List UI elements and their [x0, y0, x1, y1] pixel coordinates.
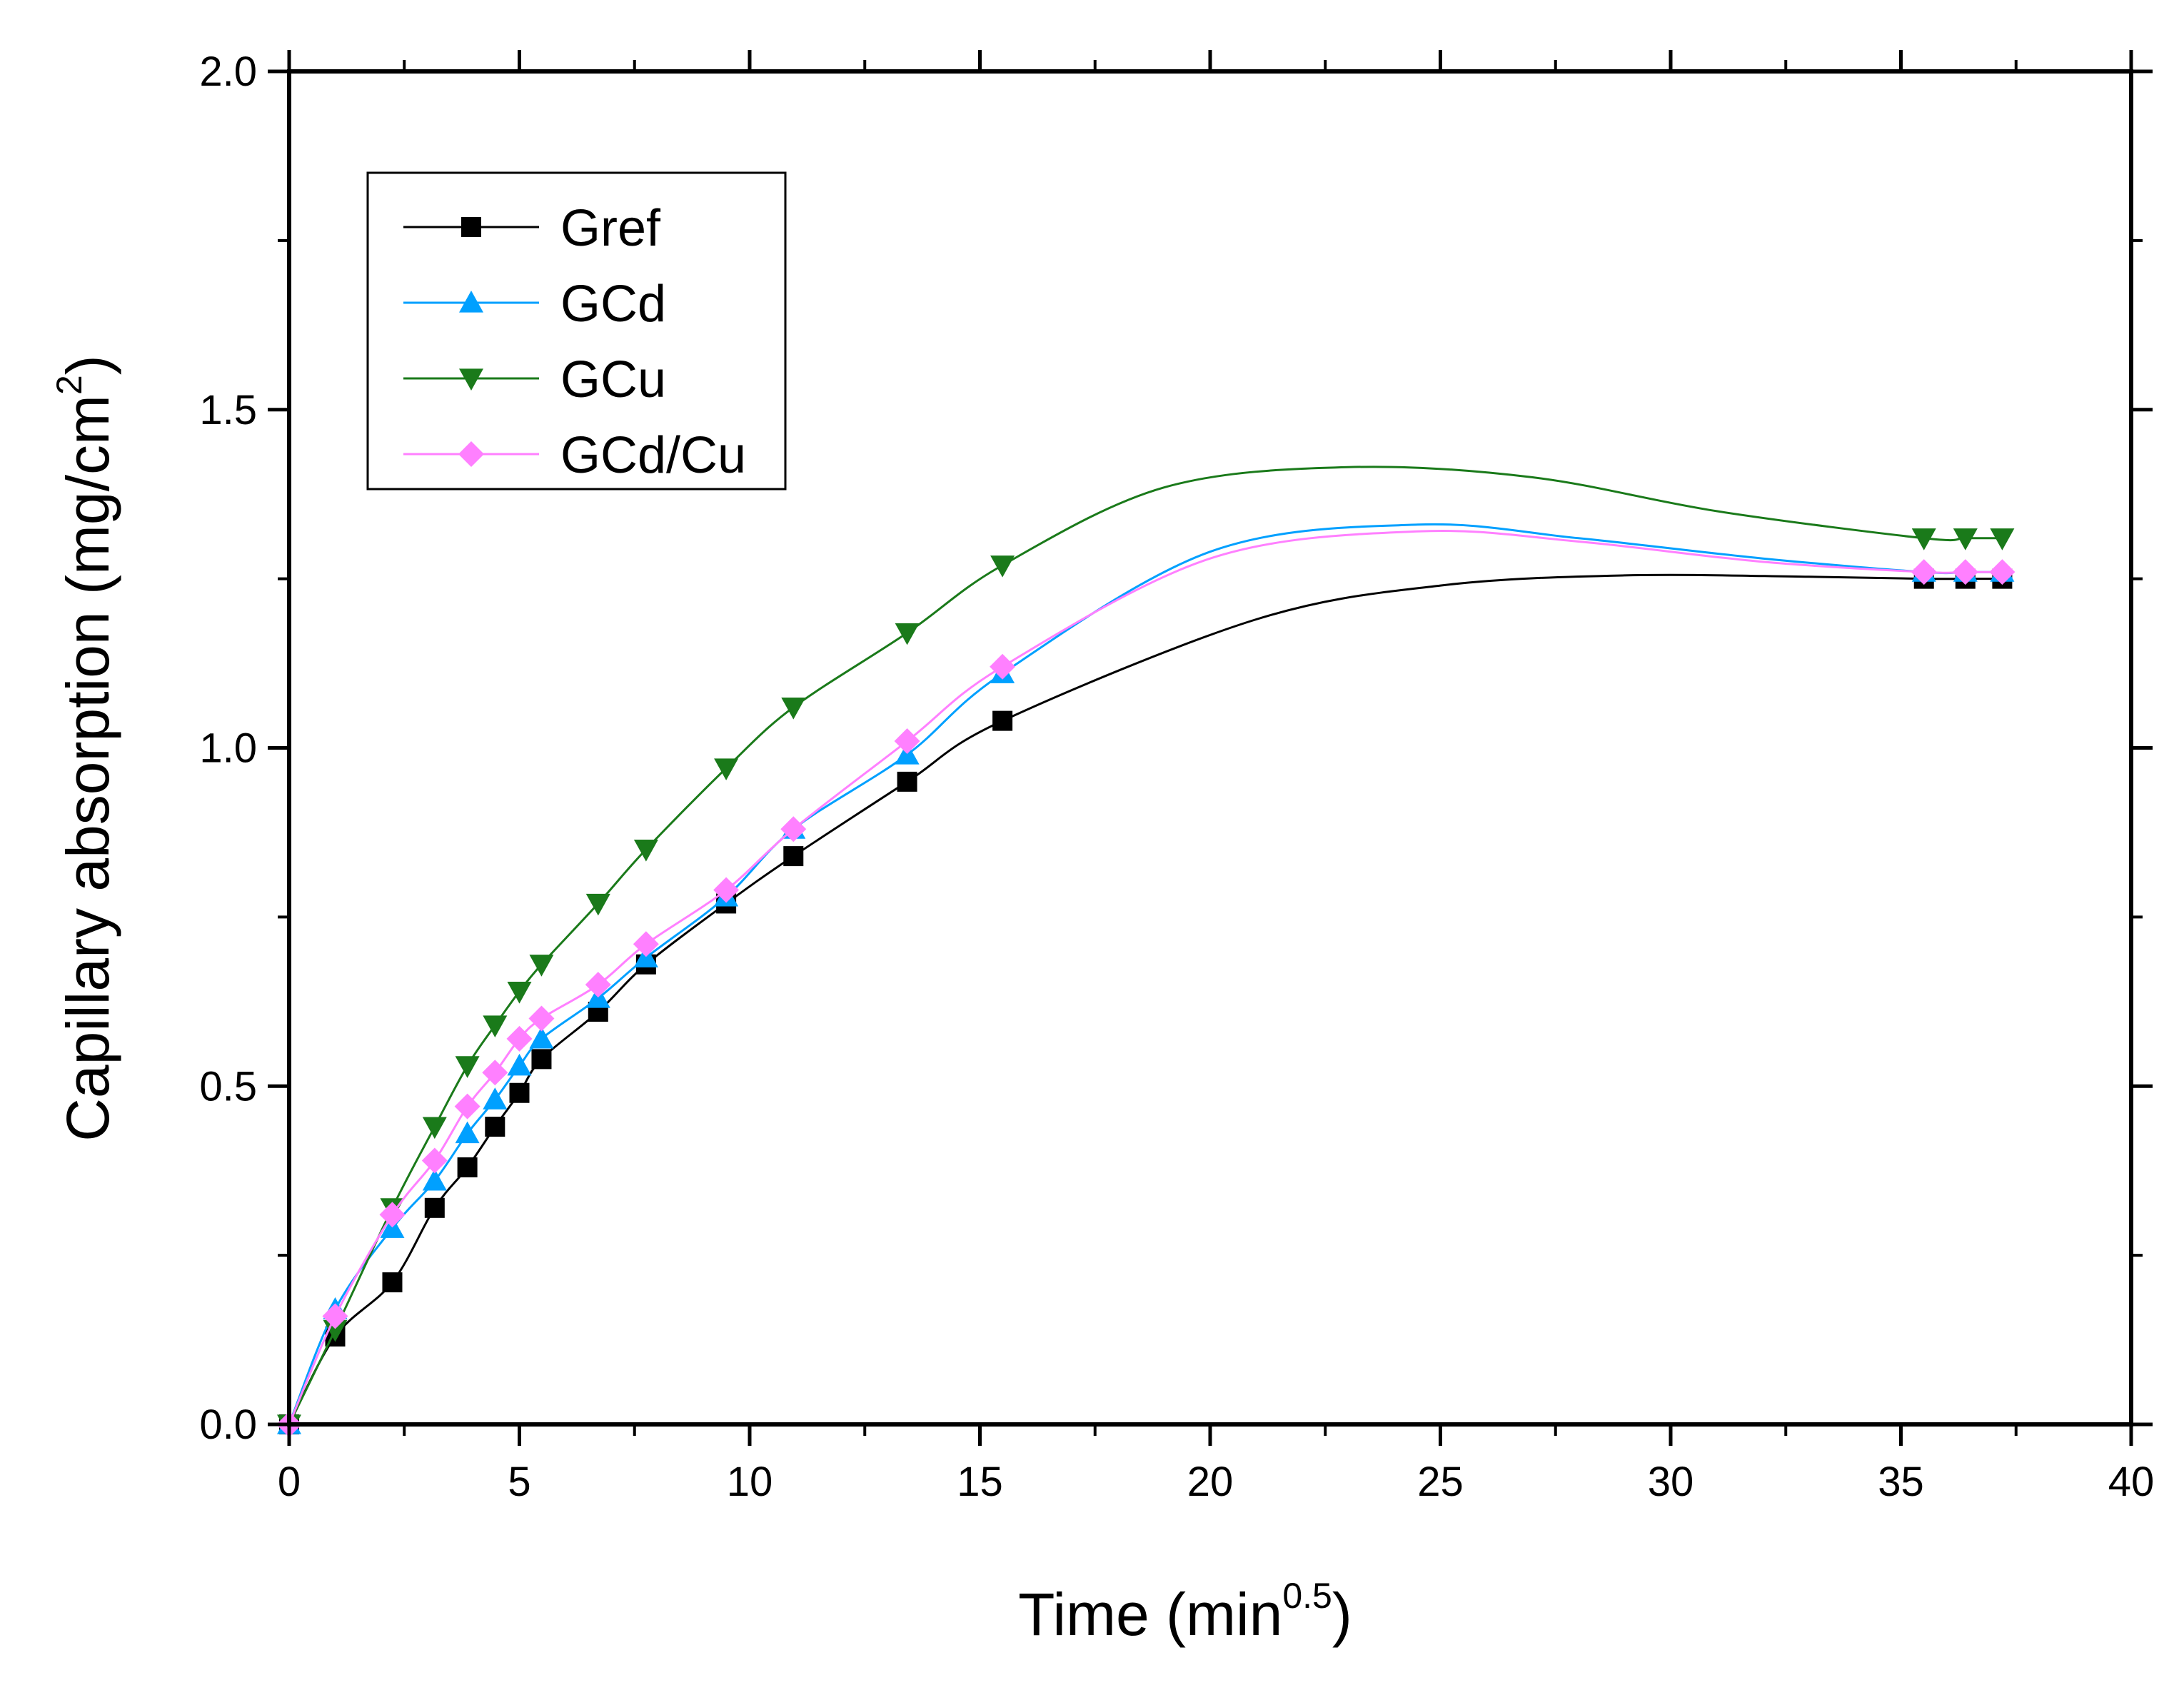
x-tick-label: 0	[278, 1459, 301, 1505]
data-point-gref	[485, 1117, 505, 1137]
y-tick-label: 0.0	[199, 1402, 257, 1448]
legend-label-gcu: GCu	[560, 351, 666, 408]
series-gcd-cu	[276, 529, 2016, 1437]
x-tick-label: 35	[1878, 1459, 1924, 1505]
data-point-gcd	[422, 1168, 447, 1191]
legend-marker-gref	[461, 217, 481, 237]
y-axis-title-end: )	[54, 355, 121, 375]
legend-marker-gcd-cu	[458, 441, 484, 467]
data-point-gcd-cu	[482, 1060, 508, 1086]
x-tick-label: 10	[727, 1459, 773, 1505]
data-point-gcd-cu	[421, 1147, 448, 1174]
x-axis-title-end: )	[1332, 1581, 1352, 1648]
data-point-gcd-cu	[454, 1093, 480, 1120]
x-tick-label: 30	[1648, 1459, 1694, 1505]
data-point-gcu	[1953, 528, 1978, 550]
legend-marker-gcu	[459, 368, 483, 391]
data-point-gref	[382, 1272, 403, 1293]
data-point-gcu	[323, 1319, 348, 1342]
series-line-gref	[288, 573, 2003, 1425]
data-point-gcd-cu	[1989, 559, 2016, 585]
legend-box	[366, 171, 787, 491]
x-tick-label: 5	[508, 1459, 530, 1505]
x-axis-title: Time (min0.5)	[1018, 1576, 1352, 1648]
legend-label-gcd-cu: GCd/Cu	[560, 427, 746, 484]
data-point-gcu	[1911, 528, 1936, 550]
data-point-gcu	[895, 623, 920, 645]
data-point-gref	[509, 1082, 530, 1103]
data-point-gcu	[422, 1117, 447, 1140]
data-point-gcd-cu	[1952, 559, 1978, 585]
data-point-gref	[992, 710, 1013, 731]
data-point-gcd-cu	[506, 1025, 533, 1052]
data-point-gcu	[714, 758, 739, 780]
x-tick-label: 40	[2108, 1459, 2155, 1505]
data-point-gcd-cu	[780, 816, 807, 843]
legend-marker-gcd	[459, 291, 483, 313]
axis-ticks: 0 5 10 15 20 25 30 35 40 0.0 0.5 1.0 1.5 2.0	[199, 49, 2154, 1505]
data-point-gcu	[990, 555, 1015, 578]
data-point-gcd-cu	[894, 728, 920, 755]
y-tick-label: 0.5	[199, 1063, 257, 1110]
data-point-gcd-cu	[379, 1202, 406, 1228]
data-point-gref	[457, 1157, 478, 1177]
data-point-gcd	[455, 1121, 480, 1144]
data-point-gcd-cu	[713, 877, 740, 903]
data-point-gcu	[455, 1056, 480, 1078]
series-line-gcd-cu	[288, 529, 2003, 1425]
x-tick-label: 20	[1187, 1459, 1234, 1505]
data-point-gref	[783, 846, 804, 867]
plot-content	[276, 466, 2016, 1437]
data-point-gcd-cu	[528, 1005, 555, 1032]
data-point-gcd	[483, 1087, 508, 1110]
data-point-gcu	[585, 893, 610, 916]
series-line-gcd	[288, 523, 2003, 1425]
y-tick-label: 2.0	[199, 49, 257, 95]
x-tick-label: 15	[957, 1459, 1003, 1505]
y-tick-label: 1.0	[199, 725, 257, 772]
data-point-gcu	[1990, 528, 2015, 550]
y-axis-title: Capillary absorption (mg/cm2)	[49, 355, 121, 1142]
y-axis-title-superscript: 2	[49, 375, 89, 395]
data-point-gcu	[483, 1015, 508, 1037]
data-point-gcu	[507, 982, 532, 1004]
y-tick-label: 1.5	[199, 387, 257, 433]
data-point-gcd-cu	[1911, 559, 1937, 585]
data-point-gcu	[633, 840, 658, 862]
x-tick-label: 25	[1417, 1459, 1464, 1505]
data-point-gref	[424, 1197, 445, 1218]
data-point-gref	[897, 771, 917, 792]
data-point-gcd	[529, 1026, 554, 1049]
data-point-gcd-cu	[322, 1303, 348, 1329]
legend-label-gref: Gref	[560, 200, 661, 257]
series-gcu	[277, 466, 2015, 1437]
legend: Gref GCd GCu GCd/Cu	[366, 171, 787, 491]
data-point-gcu	[529, 955, 554, 977]
data-point-gcd-cu	[633, 931, 659, 957]
x-axis-title-superscript: 0.5	[1282, 1576, 1332, 1616]
data-point-gcd-cu	[585, 972, 611, 998]
legend-label-gcd: GCd	[560, 276, 666, 333]
data-point-gref	[531, 1049, 552, 1070]
data-point-gcd-cu	[990, 653, 1016, 680]
data-point-gcu	[781, 698, 806, 720]
data-point-gcd	[507, 1053, 532, 1076]
